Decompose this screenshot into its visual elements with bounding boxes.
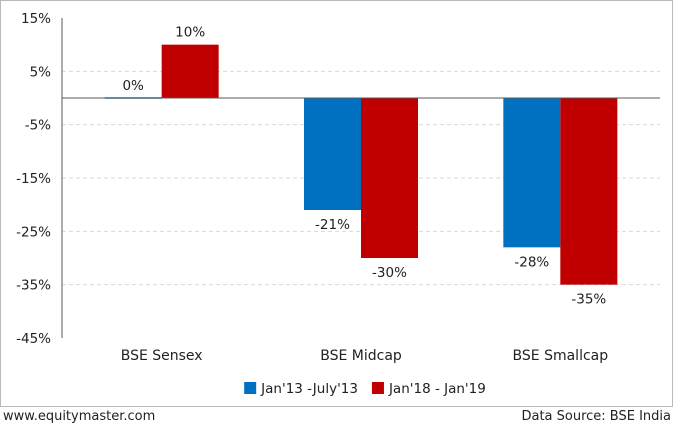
y-tick-label: -15% bbox=[16, 171, 51, 187]
data-label: 0% bbox=[122, 78, 144, 94]
data-label: -30% bbox=[372, 265, 407, 281]
data-source-note: Data Source: BSE India bbox=[521, 409, 671, 424]
legend: Jan'13 -July'13 Jan'18 - Jan'19 bbox=[244, 381, 486, 397]
data-label: -35% bbox=[571, 292, 606, 308]
bar bbox=[361, 98, 418, 258]
legend-label: Jan'18 - Jan'19 bbox=[388, 381, 486, 397]
bar-chart: 15% 5% -5% -15% -25% -35% -45% 0% 10% -21% -30% -2… bbox=[16, 11, 660, 397]
y-tick-label: -5% bbox=[25, 118, 51, 134]
x-axis-categories: BSE Sensex BSE Midcap BSE Smallcap bbox=[121, 348, 609, 364]
x-category-label: BSE Smallcap bbox=[513, 348, 609, 364]
legend-swatch bbox=[244, 382, 257, 394]
y-tick-label: -25% bbox=[16, 224, 51, 240]
bar bbox=[503, 98, 561, 248]
y-tick-label: 5% bbox=[30, 64, 52, 80]
y-axis-ticks: 15% 5% -5% -15% -25% -35% -45% bbox=[16, 11, 51, 347]
x-category-label: BSE Midcap bbox=[320, 348, 402, 364]
data-label: -21% bbox=[315, 217, 350, 233]
y-tick-label: -45% bbox=[16, 331, 51, 347]
y-tick-label: 15% bbox=[21, 11, 51, 27]
x-category-label: BSE Sensex bbox=[121, 348, 203, 364]
legend-label: Jan'13 -July'13 bbox=[260, 381, 358, 397]
data-label: 10% bbox=[175, 25, 205, 41]
data-label: -28% bbox=[514, 254, 549, 270]
bar bbox=[161, 44, 219, 98]
chart-frame bbox=[0, 0, 673, 407]
source-website: www.equitymaster.com bbox=[3, 409, 156, 424]
bar bbox=[304, 98, 361, 210]
bars: 0% 10% -21% -30% -28% -35% bbox=[104, 25, 618, 308]
bar bbox=[560, 98, 618, 285]
axes bbox=[61, 18, 660, 338]
y-tick-label: -35% bbox=[16, 278, 51, 294]
legend-swatch bbox=[371, 382, 384, 394]
